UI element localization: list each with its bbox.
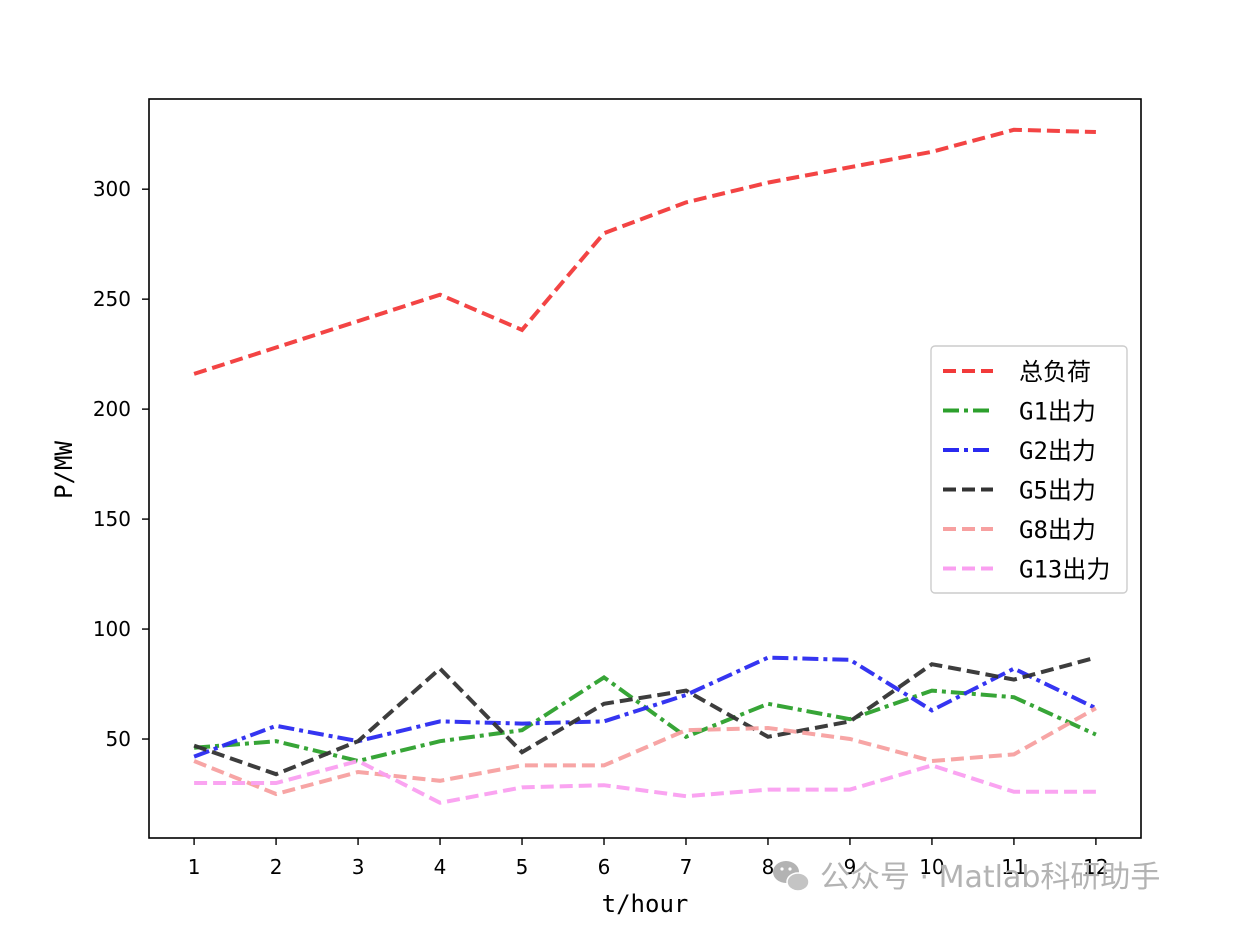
x-tick-label-5: 6 — [598, 855, 611, 879]
x-ticks: 1 2 3 4 5 6 7 8 9 10 11 12 — [188, 838, 1109, 879]
series-line-3 — [193, 655, 1097, 777]
series-line-4 — [193, 706, 1097, 797]
y-tick-label-4: 250 — [93, 287, 131, 311]
wechat-icon — [773, 861, 810, 892]
watermark-text: 公众号 · Matlab科研助手 — [820, 860, 1160, 895]
legend-label-1: G1出力 — [1019, 398, 1096, 426]
x-tick-label-2: 3 — [352, 855, 365, 879]
x-axis-label: t/hour — [602, 890, 689, 918]
legend: 总负荷 G1出力 G2出力 G5出力 G8出力 G13出力 — [930, 345, 1128, 594]
x-tick-label-3: 4 — [434, 855, 447, 879]
x-tick-label-10: 11 — [1001, 855, 1026, 879]
legend-label-2: G2出力 — [1019, 437, 1096, 465]
legend-label-0: 总负荷 — [1019, 358, 1091, 386]
x-tick-label-1: 2 — [270, 855, 283, 879]
y-axis-label: P/MW — [50, 441, 78, 499]
y-tick-label-2: 150 — [93, 507, 131, 531]
series-line-2 — [193, 655, 1097, 759]
x-tick-label-9: 10 — [919, 855, 944, 879]
y-ticks: 50 100 150 200 250 300 — [93, 177, 149, 751]
legend-label-3: G5出力 — [1019, 477, 1096, 505]
legend-label-5: G13出力 — [1019, 556, 1110, 584]
x-tick-label-11: 12 — [1083, 855, 1108, 879]
x-tick-label-7: 8 — [762, 855, 775, 879]
legend-box — [930, 345, 1128, 594]
y-tick-label-0: 50 — [106, 727, 131, 751]
y-tick-label-1: 100 — [93, 617, 131, 641]
x-tick-label-6: 7 — [680, 855, 693, 879]
series-line-5 — [194, 758, 1096, 805]
x-tick-label-0: 1 — [188, 855, 201, 879]
watermark: 公众号 · Matlab科研助手 — [773, 860, 1160, 895]
x-tick-label-8: 9 — [844, 855, 857, 879]
y-tick-label-3: 200 — [93, 397, 131, 421]
y-tick-label-5: 300 — [93, 177, 131, 201]
series-layer — [193, 127, 1097, 805]
x-tick-label-4: 5 — [516, 855, 529, 879]
legend-label-4: G8出力 — [1019, 516, 1096, 544]
series-line-0 — [193, 127, 1096, 376]
plot-frame — [148, 98, 1142, 839]
